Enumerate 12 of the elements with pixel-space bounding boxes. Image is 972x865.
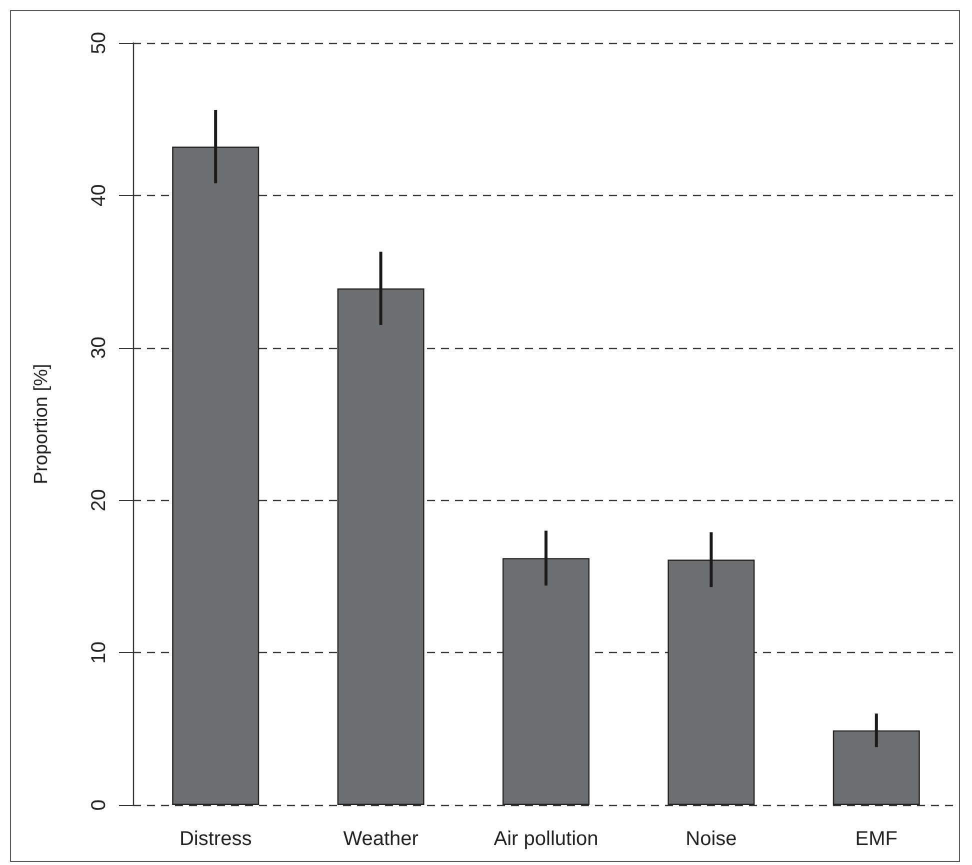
x-tick-label: Weather [343, 828, 419, 850]
y-tick-label: 40 [88, 184, 110, 207]
y-tick-label: 10 [88, 641, 110, 664]
y-axis-title: Proportion [%] [31, 364, 52, 484]
y-tick-label: 30 [88, 336, 110, 359]
x-tick-label: EMF [855, 828, 898, 850]
x-tick-label: Noise [686, 828, 737, 850]
y-tick-label: 0 [88, 799, 110, 811]
x-tick-label: Air pollution [494, 828, 598, 850]
y-tick-label: 50 [88, 32, 110, 54]
x-tick-label: Distress [179, 828, 252, 850]
y-tick-label: 20 [88, 489, 110, 512]
